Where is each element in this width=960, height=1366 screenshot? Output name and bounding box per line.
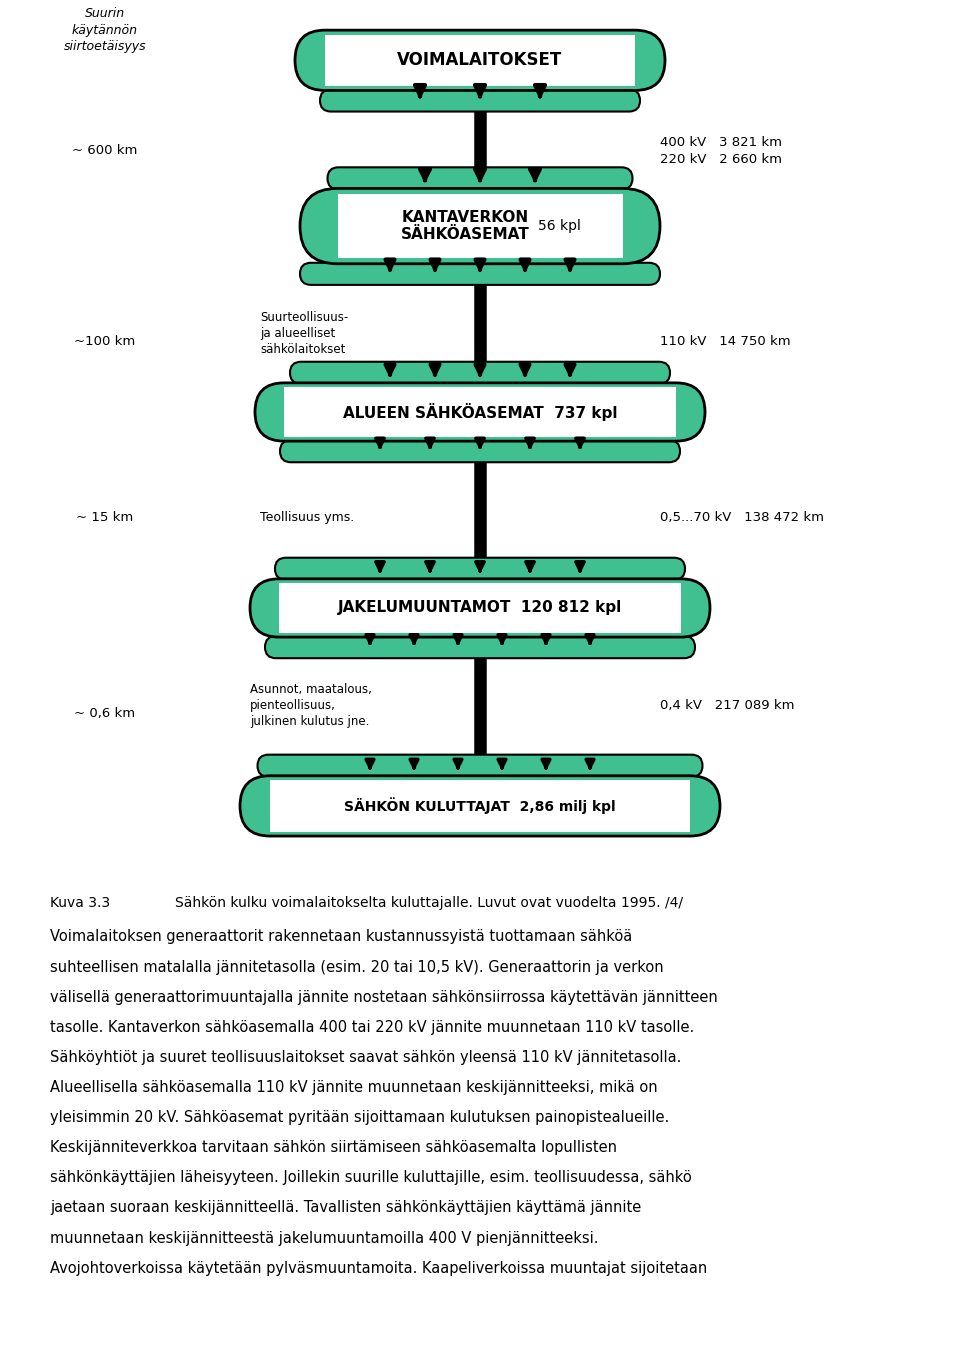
Text: ~ 0,6 km: ~ 0,6 km	[75, 708, 135, 720]
Text: jaetaan suoraan keskijännitteellä. Tavallisten sähkönkäyttäjien käyttämä jännite: jaetaan suoraan keskijännitteellä. Taval…	[50, 1201, 641, 1216]
FancyBboxPatch shape	[255, 382, 705, 441]
Text: Keskijänniteverkkoa tarvitaan sähkön siirtämiseen sähköasemalta lopullisten: Keskijänniteverkkoa tarvitaan sähkön sii…	[50, 1141, 617, 1156]
Text: muunnetaan keskijännitteestä jakelumuuntamoilla 400 V pienjännitteeksi.: muunnetaan keskijännitteestä jakelumuunt…	[50, 1231, 598, 1246]
Text: Kuva 3.3: Kuva 3.3	[50, 896, 110, 910]
Text: välisellä generaattorimuuntajalla jännite nostetaan sähkönsiirrossa käytettävän : välisellä generaattorimuuntajalla jännit…	[50, 989, 718, 1004]
FancyBboxPatch shape	[300, 189, 660, 264]
FancyBboxPatch shape	[275, 557, 685, 579]
FancyBboxPatch shape	[295, 30, 665, 90]
Text: Teollisuus yms.: Teollisuus yms.	[260, 511, 354, 525]
Text: Sähköyhtiöt ja suuret teollisuuslaitokset saavat sähkön yleensä 110 kV jänniteta: Sähköyhtiöt ja suuret teollisuuslaitokse…	[50, 1050, 682, 1065]
Text: 400 kV   3 821 km
220 kV   2 660 km: 400 kV 3 821 km 220 kV 2 660 km	[660, 135, 782, 165]
Text: ~ 15 km: ~ 15 km	[77, 511, 133, 525]
FancyBboxPatch shape	[265, 637, 695, 658]
Text: 56 kpl: 56 kpl	[538, 219, 581, 234]
Text: ~ 600 km: ~ 600 km	[72, 145, 137, 157]
FancyBboxPatch shape	[300, 262, 660, 285]
FancyBboxPatch shape	[250, 579, 710, 637]
Text: Voimalaitoksen generaattorit rakennetaan kustannussyistä tuottamaan sähköä: Voimalaitoksen generaattorit rakennetaan…	[50, 929, 633, 944]
Text: Sähkön kulku voimalaitokselta kuluttajalle. Luvut ovat vuodelta 1995. /4/: Sähkön kulku voimalaitokselta kuluttajal…	[175, 896, 683, 910]
FancyBboxPatch shape	[325, 34, 635, 86]
Text: 0,5...70 kV   138 472 km: 0,5...70 kV 138 472 km	[660, 511, 824, 525]
Text: Alueellisella sähköasemalla 110 kV jännite muunnetaan keskijännitteeksi, mikä on: Alueellisella sähköasemalla 110 kV jänni…	[50, 1081, 658, 1096]
Text: SÄHKÖN KULUTTAJAT  2,86 milj kpl: SÄHKÖN KULUTTAJAT 2,86 milj kpl	[345, 798, 615, 814]
Text: Avojohtoverkoissa käytetään pylväsmuuntamoita. Kaapeliverkoissa muuntajat sijoit: Avojohtoverkoissa käytetään pylväsmuunta…	[50, 1261, 708, 1276]
Text: suhteellisen matalalla jännitetasolla (esim. 20 tai 10,5 kV). Generaattorin ja v: suhteellisen matalalla jännitetasolla (e…	[50, 959, 663, 974]
Text: KANTAVERKON
SÄHKÖASEMAT: KANTAVERKON SÄHKÖASEMAT	[400, 210, 529, 242]
FancyBboxPatch shape	[284, 387, 676, 437]
FancyBboxPatch shape	[320, 89, 640, 112]
Text: VOIMALAITOKSET: VOIMALAITOKSET	[397, 52, 563, 70]
FancyBboxPatch shape	[338, 194, 622, 258]
Text: Suurteollisuus-
ja alueelliset
sähkölaitokset: Suurteollisuus- ja alueelliset sähkölait…	[260, 311, 348, 357]
FancyBboxPatch shape	[327, 167, 633, 190]
Text: Suurin
käytännön
siirtoetäisyys: Suurin käytännön siirtoetäisyys	[63, 7, 146, 53]
FancyBboxPatch shape	[280, 440, 680, 462]
Text: 110 kV   14 750 km: 110 kV 14 750 km	[660, 335, 791, 348]
Text: JAKELUMUUNTAMOT  120 812 kpl: JAKELUMUUNTAMOT 120 812 kpl	[338, 601, 622, 616]
FancyBboxPatch shape	[240, 776, 720, 836]
Text: sähkönkäyttäjien läheisyyteen. Joillekin suurille kuluttajille, esim. teollisuud: sähkönkäyttäjien läheisyyteen. Joillekin…	[50, 1171, 692, 1186]
Text: yleisimmin 20 kV. Sähköasemat pyritään sijoittamaan kulutuksen painopistealueill: yleisimmin 20 kV. Sähköasemat pyritään s…	[50, 1111, 669, 1126]
FancyBboxPatch shape	[279, 583, 681, 632]
Text: ALUEEN SÄHKÖASEMAT  737 kpl: ALUEEN SÄHKÖASEMAT 737 kpl	[343, 403, 617, 421]
Text: tasolle. Kantaverkon sähköasemalla 400 tai 220 kV jännite muunnetaan 110 kV taso: tasolle. Kantaverkon sähköasemalla 400 t…	[50, 1020, 694, 1035]
Text: ~100 km: ~100 km	[74, 335, 135, 348]
FancyBboxPatch shape	[257, 754, 703, 777]
Text: 0,4 kV   217 089 km: 0,4 kV 217 089 km	[660, 699, 795, 712]
FancyBboxPatch shape	[290, 362, 670, 384]
Text: Asunnot, maatalous,
pienteollisuus,
julkinen kulutus jne.: Asunnot, maatalous, pienteollisuus, julk…	[250, 683, 372, 728]
FancyBboxPatch shape	[270, 780, 690, 832]
